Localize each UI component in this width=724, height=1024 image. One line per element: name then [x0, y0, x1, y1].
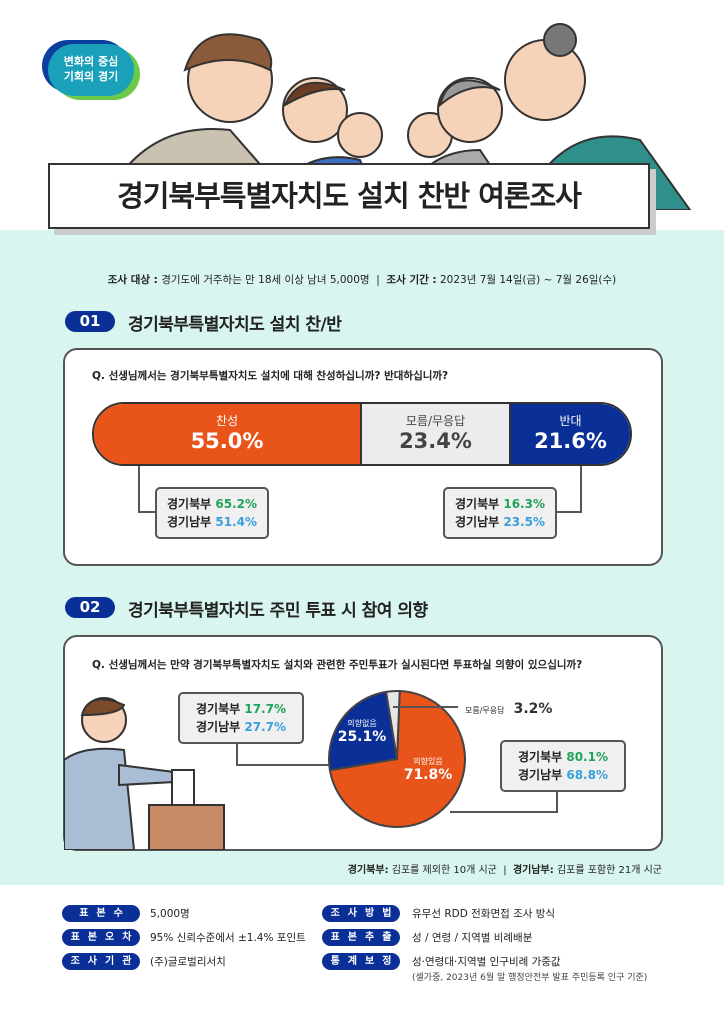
pie-slice-no — [328, 690, 399, 772]
page-title: 경기북부특별자치도 설치 찬반 여론조사 — [48, 163, 650, 229]
footer-label: 표본추출 — [322, 929, 400, 946]
footer-label: 조사기관 — [62, 953, 140, 970]
bar-segment-oppose: 반대 21.6% — [511, 404, 630, 464]
region-note: 경기북부: 김포를 제외한 10개 시군 | 경기남부: 김포를 포함한 21개… — [347, 865, 662, 876]
footer-value: 성 / 연령 / 지역별 비례배분 — [412, 932, 533, 944]
footer-label: 표본오차 — [62, 929, 140, 946]
bar-segment-unknown: 모름/무응답 23.4% — [362, 404, 511, 464]
footer-label: 표본수 — [62, 905, 140, 922]
intent-regional-box: 경기북부 80.1% 경기남부 68.8% — [500, 740, 626, 792]
question: Q. 선생님께서는 경기북부특별자치도 설치에 대해 찬성하십니까? 반대하십니… — [92, 370, 449, 382]
footer-note: (셀가중, 2023년 6월 말 행정안전부 발표 주민등록 인구 기준) — [412, 973, 648, 983]
footer-value: 성·연령대·지역별 인구비례 가중값 — [412, 956, 561, 968]
survey-info: 조사 대상 : 경기도에 거주하는 만 18세 이상 남녀 5,000명 | 조… — [107, 274, 617, 286]
section-title: 경기북부특별자치도 주민 투표 시 참여 의향 — [128, 601, 428, 621]
section-title: 경기북부특별자치도 설치 찬/반 — [128, 315, 342, 335]
pie-label-no: 의향없음 25.1% — [337, 719, 387, 745]
footer-value: (주)글로벌리서치 — [150, 956, 226, 968]
pie-chart — [328, 690, 466, 828]
connector-line — [393, 706, 458, 708]
no-intent-regional-box: 경기북부 17.7% 경기남부 27.7% — [178, 692, 304, 744]
footer-value: 95% 신뢰수준에서 ±1.4% 포인트 — [150, 932, 306, 944]
question: Q. 선생님께서는 만약 경기북부특별자치도 설치와 관련한 주민투표가 실시된… — [92, 659, 583, 671]
stacked-bar: 찬성 55.0% 모름/무응답 23.4% 반대 21.6% — [92, 402, 632, 466]
pie-label-yes: 의향있음 71.8% — [403, 757, 453, 783]
bar-segment-agree: 찬성 55.0% — [94, 404, 362, 464]
connector-line — [236, 738, 330, 766]
footer-label: 조사방법 — [322, 905, 400, 922]
pie-slice-unknown — [384, 690, 401, 760]
oppose-regional-box: 경기북부 16.3% 경기남부 23.5% — [443, 487, 557, 539]
agree-regional-box: 경기북부 65.2% 경기남부 51.4% — [155, 487, 269, 539]
voter-illustration — [64, 697, 225, 850]
connector-line — [555, 466, 582, 513]
footer-value: 5,000명 — [150, 908, 190, 920]
gyeonggi-logo: 변화의 중심 기회의 경기 — [48, 44, 134, 96]
footer-label: 통계보정 — [322, 953, 400, 970]
section-number: 01 — [65, 311, 115, 332]
pie-label-unknown: 모름/무응답 3.2% — [465, 701, 553, 717]
footer-value: 유무선 RDD 전화면접 조사 방식 — [412, 908, 556, 920]
connector-line — [138, 466, 156, 513]
section-number: 02 — [65, 597, 115, 618]
